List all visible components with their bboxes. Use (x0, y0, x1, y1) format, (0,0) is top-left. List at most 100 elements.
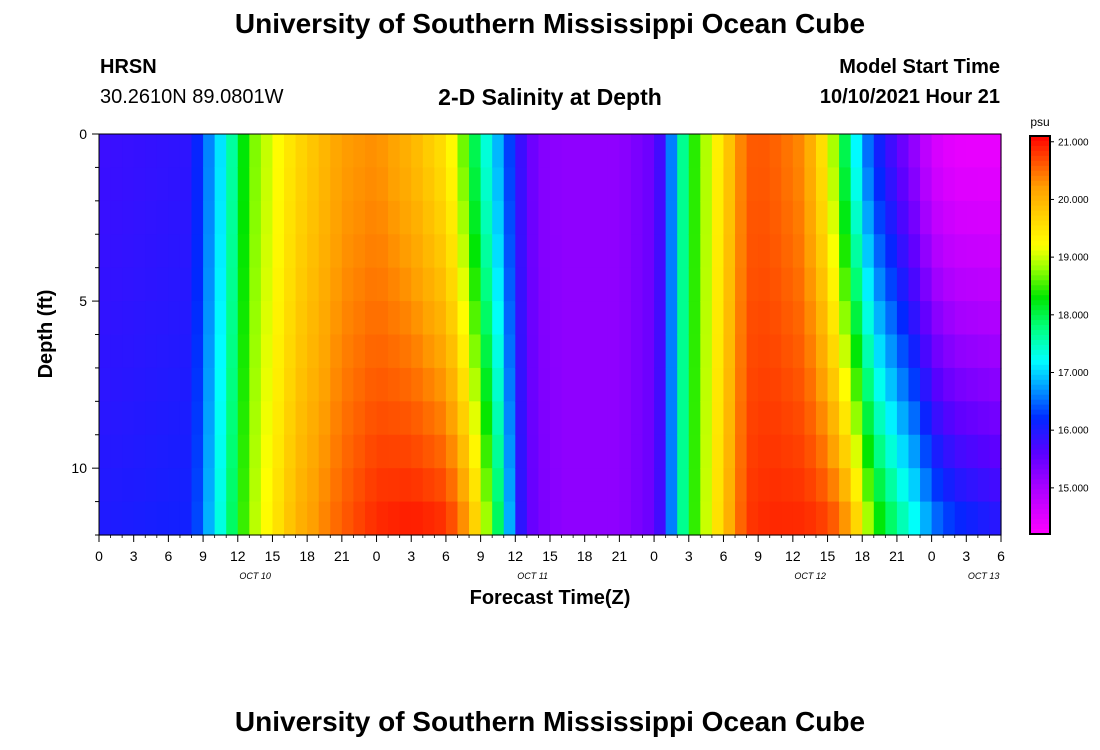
colorbar-segment (1030, 504, 1050, 510)
heatmap-cell (654, 167, 667, 202)
heatmap-cell (411, 134, 424, 169)
heatmap-cell (515, 367, 528, 402)
colorbar-segment (1030, 325, 1050, 331)
heatmap-cell (781, 200, 794, 235)
heatmap-cell (769, 267, 782, 302)
heatmap-cell (607, 301, 620, 336)
heatmap-cell (295, 468, 308, 503)
heatmap-cell (318, 334, 331, 369)
heatmap-cell (330, 200, 343, 235)
heatmap-cell (203, 367, 216, 402)
heatmap-cell (850, 234, 863, 269)
heatmap-cell (457, 468, 470, 503)
heatmap-cell (943, 367, 956, 402)
heatmap-cell (122, 134, 135, 169)
heatmap-cell (330, 167, 343, 202)
heatmap-cell (249, 367, 262, 402)
heatmap-cell (931, 234, 944, 269)
heatmap-cell (237, 401, 250, 436)
heatmap-cell (249, 301, 262, 336)
heatmap-cell (677, 401, 690, 436)
heatmap-cell (133, 167, 146, 202)
heatmap-cell (711, 267, 725, 302)
heatmap-cell (550, 468, 563, 503)
heatmap-cell (769, 468, 782, 503)
heatmap-cell (110, 367, 123, 402)
heatmap-cell (364, 367, 378, 402)
heatmap-cell (700, 401, 713, 436)
heatmap-cell (99, 401, 112, 436)
heatmap-cell (815, 301, 829, 336)
heatmap-cell (492, 167, 505, 202)
heatmap-cell (815, 367, 829, 402)
heatmap-cell (989, 200, 1002, 235)
heatmap-cell (550, 301, 563, 336)
heatmap-cell (203, 200, 216, 235)
heatmap-cell (839, 367, 852, 402)
heatmap-cell (156, 334, 169, 369)
heatmap-cell (203, 134, 216, 169)
heatmap-cell (896, 434, 910, 469)
heatmap-cell (735, 501, 748, 536)
heatmap-cell (758, 334, 771, 369)
heatmap-cell (885, 401, 898, 436)
heatmap-cell (596, 434, 609, 469)
heatmap-cell (295, 367, 308, 402)
heatmap-cell (480, 200, 493, 235)
heatmap-cell (781, 401, 794, 436)
heatmap-cell (920, 200, 933, 235)
heatmap-cell (503, 167, 516, 202)
heatmap-cell (920, 234, 933, 269)
heatmap-cell (330, 401, 343, 436)
heatmap-cell (445, 134, 459, 169)
heatmap-cell (122, 501, 135, 536)
heatmap-cell (885, 434, 898, 469)
heatmap-cell (330, 468, 343, 503)
heatmap-cell (642, 200, 655, 235)
heatmap-cell (989, 267, 1002, 302)
heatmap-cell (711, 501, 725, 536)
heatmap-cell (885, 367, 898, 402)
heatmap-cell (862, 134, 875, 169)
heatmap-cell (145, 200, 158, 235)
heatmap-cell (469, 468, 482, 503)
heatmap-cell (179, 267, 193, 302)
heatmap-cell (700, 200, 713, 235)
heatmap-cell (977, 468, 991, 503)
heatmap-cell (607, 267, 620, 302)
heatmap-cell (885, 167, 898, 202)
heatmap-cell (260, 301, 274, 336)
heatmap-cell (422, 134, 435, 169)
heatmap-cell (735, 134, 748, 169)
heatmap-cell (538, 501, 551, 536)
heatmap-cell (735, 367, 748, 402)
heatmap-cell (873, 200, 886, 235)
heatmap-cell (168, 234, 181, 269)
heatmap-cell (503, 200, 516, 235)
heatmap-cell (896, 468, 910, 503)
heatmap-cell (550, 267, 563, 302)
heatmap-cell (804, 267, 817, 302)
heatmap-cell (99, 200, 112, 235)
heatmap-cell (873, 501, 886, 536)
heatmap-cell (862, 301, 875, 336)
heatmap-cell (399, 301, 412, 336)
heatmap-cell (735, 334, 748, 369)
heatmap-cell (122, 401, 135, 436)
heatmap-cell (191, 468, 204, 503)
heatmap-cell (145, 501, 158, 536)
heatmap-cell (815, 334, 829, 369)
heatmap-cell (746, 434, 759, 469)
heatmap-cell (260, 234, 274, 269)
x-tick-label: 15 (265, 548, 281, 564)
heatmap-cell (920, 434, 933, 469)
heatmap-cell (943, 267, 956, 302)
heatmap-cell (214, 267, 227, 302)
heatmap-cell (133, 434, 146, 469)
heatmap-cell (954, 434, 967, 469)
colorbar-segment (1030, 270, 1050, 276)
heatmap-cell (619, 167, 632, 202)
heatmap-cell (654, 334, 667, 369)
heatmap-cell (284, 167, 297, 202)
heatmap-cell (908, 468, 921, 503)
